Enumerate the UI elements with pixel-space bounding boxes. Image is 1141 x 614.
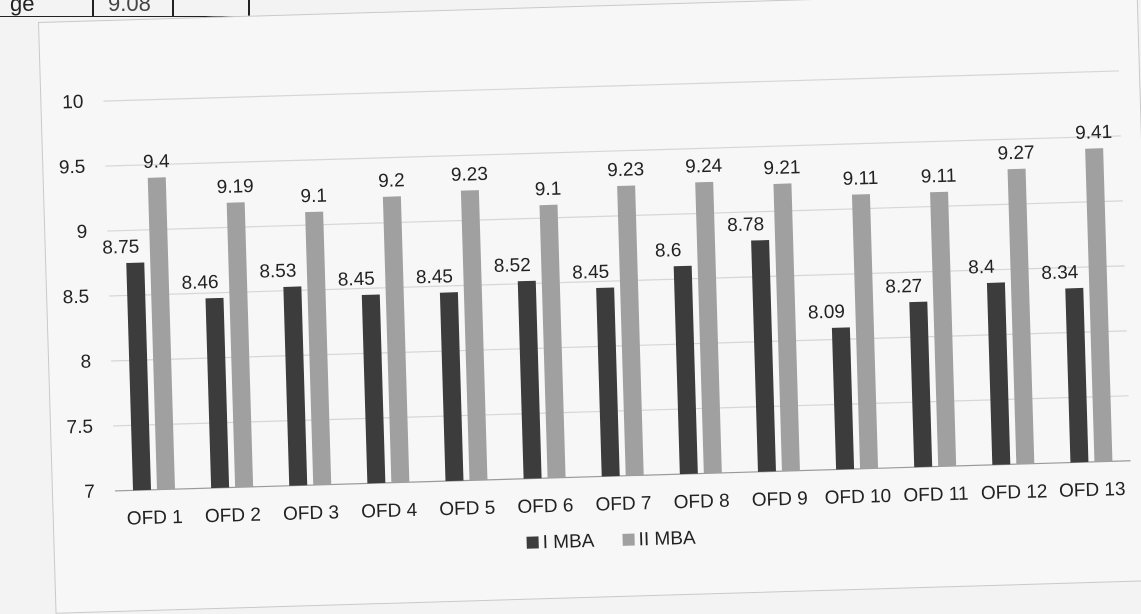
category-label: OFD 11 bbox=[903, 484, 969, 507]
bar-ii-mba bbox=[539, 204, 566, 479]
bar-ii-mba bbox=[460, 190, 488, 481]
bar-i-mba bbox=[205, 297, 230, 489]
y-tick-label: 7 bbox=[84, 482, 95, 503]
category-label: OFD 9 bbox=[752, 488, 809, 511]
data-label: 8.78 bbox=[727, 214, 765, 236]
category-label: OFD 13 bbox=[1059, 479, 1126, 502]
category-label: OFD 12 bbox=[981, 481, 1048, 504]
data-label: 8.45 bbox=[572, 262, 610, 284]
gridline bbox=[103, 70, 1119, 102]
y-tick-label: 8.5 bbox=[62, 287, 89, 309]
table-cell-label: ge bbox=[10, 0, 35, 16]
bar-i-mba bbox=[439, 292, 464, 482]
bar-ii-mba bbox=[851, 194, 879, 469]
data-label: 9.23 bbox=[451, 164, 489, 186]
category-label: OFD 6 bbox=[517, 495, 574, 518]
data-label: 9.11 bbox=[842, 168, 878, 190]
data-label: 8.09 bbox=[808, 301, 846, 323]
y-tick-label: 7.5 bbox=[66, 417, 93, 439]
category-label: OFD 7 bbox=[595, 493, 652, 516]
bar-ii-mba bbox=[226, 202, 254, 488]
category-label: OFD 2 bbox=[205, 505, 262, 528]
category-label: OFD 8 bbox=[673, 491, 730, 514]
category-label: OFD 3 bbox=[283, 502, 340, 525]
gridline bbox=[109, 265, 1125, 297]
bar-i-mba bbox=[831, 327, 855, 470]
bar-ii-mba bbox=[617, 185, 644, 476]
y-tick-label: 9 bbox=[76, 222, 87, 243]
category-label: OFD 5 bbox=[439, 498, 496, 521]
bar-ii-mba bbox=[382, 196, 410, 483]
data-label: 8.46 bbox=[181, 272, 219, 294]
bar-ii-mba bbox=[695, 181, 722, 474]
table-divider bbox=[172, 0, 174, 16]
legend-label: I MBA bbox=[542, 531, 595, 554]
data-label: 9.41 bbox=[1075, 122, 1113, 144]
bar-ii-mba bbox=[305, 211, 332, 486]
y-tick-label: 8 bbox=[80, 352, 91, 373]
bar-i-mba bbox=[909, 301, 933, 468]
gridline bbox=[112, 395, 1129, 427]
bar-ii-mba bbox=[930, 191, 957, 467]
bar-i-mba bbox=[517, 280, 542, 479]
chart-frame: 7 7.5 8 8.5 9 9.5 10 8.75 9.4 OFD 1 8.46 9.19 OFD 2 8… bbox=[38, 0, 1141, 614]
table-fragment: ge 9.08 bbox=[0, 0, 300, 17]
bar-i-mba bbox=[283, 286, 308, 486]
bar-ii-mba bbox=[147, 177, 175, 490]
data-label: 8.34 bbox=[1041, 262, 1079, 284]
category-label: OFD 4 bbox=[361, 500, 418, 523]
bar-i-mba bbox=[673, 265, 698, 475]
data-label: 9.1 bbox=[300, 186, 327, 208]
category-label: OFD 1 bbox=[127, 507, 184, 530]
category-label: OFD 10 bbox=[824, 486, 891, 509]
bar-i-mba bbox=[361, 294, 386, 484]
bar-ii-mba bbox=[1007, 168, 1035, 465]
y-tick-label: 9.5 bbox=[59, 157, 86, 179]
gridline bbox=[107, 200, 1123, 232]
y-tick-label: 10 bbox=[62, 92, 84, 114]
bar-i-mba bbox=[751, 240, 776, 472]
bar-chart: 7 7.5 8 8.5 9 9.5 10 8.75 9.4 OFD 1 8.46 9.19 OFD 2 8… bbox=[59, 70, 1131, 554]
data-label: 9.27 bbox=[997, 142, 1035, 164]
data-label: 9.2 bbox=[378, 170, 405, 192]
data-label: 8.6 bbox=[655, 240, 682, 262]
data-label: 8.4 bbox=[968, 257, 995, 279]
gridline bbox=[105, 135, 1121, 167]
table-divider bbox=[92, 0, 94, 16]
bar-i-mba bbox=[126, 262, 152, 491]
bar-ii-mba bbox=[1085, 148, 1113, 462]
legend-swatch bbox=[622, 533, 635, 546]
data-label: 9.24 bbox=[685, 156, 723, 178]
data-label: 9.19 bbox=[216, 176, 254, 198]
data-label: 8.27 bbox=[885, 276, 923, 298]
table-divider bbox=[248, 0, 250, 16]
data-label: 8.75 bbox=[102, 237, 140, 259]
data-label: 9.4 bbox=[143, 151, 170, 173]
bar-i-mba bbox=[1065, 287, 1089, 463]
legend-label: II MBA bbox=[638, 528, 696, 551]
bar-ii-mba bbox=[773, 183, 800, 472]
bar-i-mba bbox=[596, 287, 620, 477]
data-label: 8.52 bbox=[493, 255, 531, 277]
data-label: 8.45 bbox=[416, 266, 454, 288]
table-cell-value: 9.08 bbox=[108, 0, 151, 16]
data-label: 8.45 bbox=[338, 269, 376, 291]
data-label: 9.1 bbox=[535, 179, 562, 201]
gridline bbox=[114, 460, 1131, 492]
legend-swatch bbox=[526, 536, 539, 549]
data-label: 8.53 bbox=[259, 261, 297, 283]
data-label: 9.11 bbox=[921, 166, 957, 188]
bar-i-mba bbox=[986, 282, 1011, 465]
gridline bbox=[111, 330, 1127, 362]
data-label: 9.21 bbox=[763, 157, 801, 179]
data-label: 9.23 bbox=[607, 159, 645, 181]
